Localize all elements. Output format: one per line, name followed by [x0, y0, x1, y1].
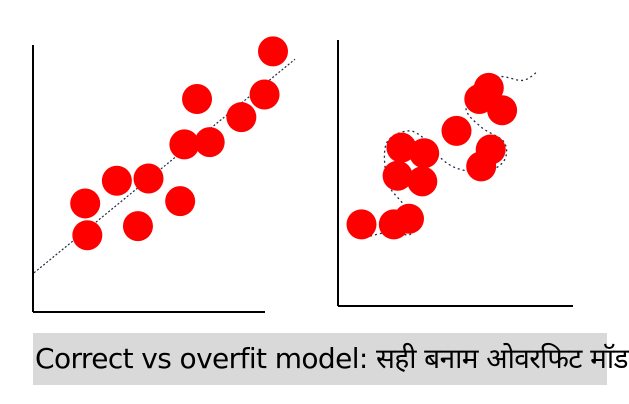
data-point [70, 188, 101, 219]
data-point [72, 220, 103, 251]
data-point [386, 132, 417, 163]
correct-model-plot [32, 36, 296, 313]
data-point [407, 166, 438, 197]
overfit-model-plot [337, 40, 573, 307]
data-point [182, 84, 213, 115]
data-point [165, 186, 196, 217]
data-point [473, 72, 504, 103]
data-point [487, 95, 518, 126]
data-point [394, 203, 424, 234]
data-point [133, 163, 164, 194]
data-point [169, 129, 200, 160]
data-point [101, 165, 132, 196]
figure-caption: Correct vs overfit model: सही बनाम ओवरफि… [35, 342, 629, 375]
data-point [409, 138, 440, 169]
data-point [122, 211, 153, 242]
data-point [226, 102, 257, 133]
data-point [475, 134, 506, 165]
caption-background [33, 333, 607, 385]
data-point [194, 127, 225, 158]
data-point [346, 209, 377, 240]
data-point [441, 115, 472, 146]
data-point [382, 160, 413, 191]
data-point [249, 79, 280, 110]
data-point [258, 36, 288, 67]
